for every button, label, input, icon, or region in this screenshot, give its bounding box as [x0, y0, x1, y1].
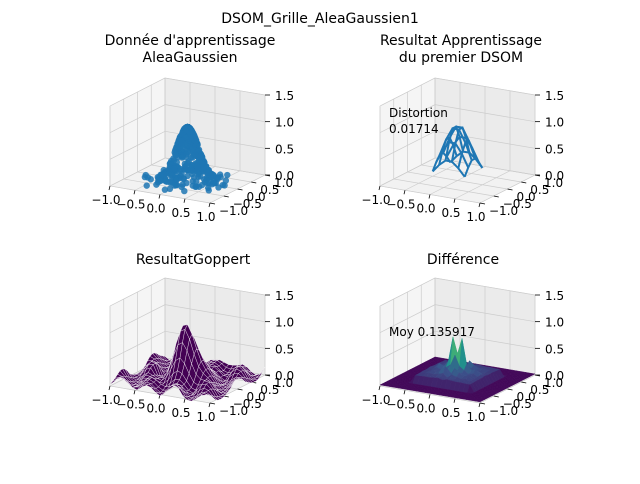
- x-tick-mark: [379, 386, 380, 390]
- x-tick-label: 0.5: [441, 206, 460, 220]
- y-tick-mark: [480, 403, 485, 404]
- x-tick-label: −0.5: [386, 197, 415, 211]
- x-tick-mark: [184, 199, 185, 203]
- x-tick-mark: [479, 403, 480, 407]
- figure-suptitle: DSOM_Grille_AleaGaussien1: [221, 11, 418, 27]
- z-tick-label: 0.5: [275, 142, 294, 156]
- y-tick-mark: [238, 389, 243, 390]
- z-tick-label: 0.5: [545, 142, 564, 156]
- panel-title: AleaGaussien: [143, 50, 238, 66]
- y-tick-mark: [210, 403, 215, 404]
- x-tick-mark: [404, 190, 405, 194]
- z-tick-label: 1.0: [275, 316, 294, 330]
- panel-title: Donnée d'apprentissage: [105, 33, 276, 49]
- x-tick-label: −0.5: [116, 197, 145, 211]
- x-tick-mark: [209, 403, 210, 407]
- z-tick-label: 0.0: [275, 169, 294, 183]
- x-tick-label: 1.0: [196, 410, 215, 424]
- data-point: [148, 176, 154, 182]
- x-tick-label: 1.0: [466, 210, 485, 224]
- x-tick-label: 1.0: [196, 210, 215, 224]
- z-tick-label: 1.5: [545, 89, 564, 103]
- y-tick-mark: [494, 396, 499, 397]
- y-tick-mark: [238, 189, 243, 190]
- z-tick-label: 0.0: [545, 169, 564, 183]
- x-tick-mark: [134, 390, 135, 394]
- data-point: [179, 154, 185, 160]
- z-tick-label: 1.5: [275, 89, 294, 103]
- data-point: [181, 188, 187, 194]
- x-tick-label: −0.5: [116, 397, 145, 411]
- data-point: [215, 184, 221, 190]
- data-point: [190, 182, 196, 188]
- z-tick-label: 0.0: [545, 369, 564, 383]
- z-tick-label: 0.5: [275, 342, 294, 356]
- data-point: [224, 172, 230, 178]
- panel-title: ResultatGoppert: [136, 252, 251, 268]
- x-tick-mark: [404, 390, 405, 394]
- x-tick-label: 0.5: [441, 406, 460, 420]
- x-tick-label: 0.0: [416, 202, 435, 216]
- y-tick-mark: [521, 382, 526, 383]
- data-point: [162, 187, 168, 193]
- x-tick-mark: [184, 399, 185, 403]
- x-tick-mark: [209, 203, 210, 207]
- z-tick-label: 0.0: [275, 369, 294, 383]
- z-tick-label: 1.0: [545, 116, 564, 130]
- x-tick-label: 0.0: [416, 402, 435, 416]
- x-tick-mark: [109, 386, 110, 390]
- panel-title: Resultat Apprentissage: [380, 33, 542, 49]
- y-tick-mark: [480, 203, 485, 204]
- z-tick-label: 1.0: [545, 316, 564, 330]
- x-tick-mark: [429, 395, 430, 399]
- data-point: [184, 160, 190, 166]
- x-tick-mark: [454, 199, 455, 203]
- z-tick-label: 1.0: [275, 116, 294, 130]
- x-tick-mark: [109, 186, 110, 190]
- data-point: [180, 145, 186, 151]
- data-point: [153, 181, 159, 187]
- x-tick-label: 0.5: [171, 406, 190, 420]
- z-tick-label: 1.5: [275, 289, 294, 303]
- distortion-annotation-value: 0.01714: [389, 122, 439, 136]
- y-tick-mark: [494, 196, 499, 197]
- z-tick-label: 0.5: [545, 342, 564, 356]
- data-point: [144, 182, 150, 188]
- data-point: [191, 152, 197, 158]
- data-point: [142, 174, 148, 180]
- panel-title: du premier DSOM: [399, 50, 523, 66]
- x-tick-mark: [429, 195, 430, 199]
- y-tick-mark: [224, 196, 229, 197]
- x-tick-mark: [159, 195, 160, 199]
- data-point: [206, 187, 212, 193]
- data-point: [184, 167, 190, 173]
- y-tick-mark: [508, 189, 513, 190]
- y-tick-mark: [508, 389, 513, 390]
- x-tick-label: −0.5: [386, 397, 415, 411]
- x-tick-mark: [479, 203, 480, 207]
- z-tick-label: 1.5: [545, 289, 564, 303]
- x-tick-mark: [134, 190, 135, 194]
- x-tick-label: 0.5: [171, 206, 190, 220]
- y-tick-mark: [210, 203, 215, 204]
- y-tick-mark: [521, 182, 526, 183]
- x-tick-mark: [454, 399, 455, 403]
- x-tick-label: 0.0: [146, 402, 165, 416]
- x-tick-label: 1.0: [466, 410, 485, 424]
- x-tick-label: 0.0: [146, 202, 165, 216]
- mean-difference-annotation: Moy 0.135917: [389, 325, 475, 339]
- y-tick-mark: [251, 182, 256, 183]
- distortion-annotation-label: Distortion: [389, 106, 448, 120]
- panel-title: Différence: [427, 252, 499, 268]
- x-tick-mark: [379, 186, 380, 190]
